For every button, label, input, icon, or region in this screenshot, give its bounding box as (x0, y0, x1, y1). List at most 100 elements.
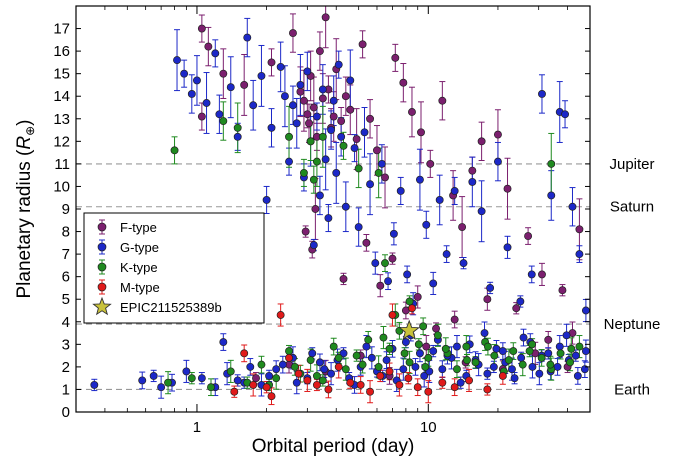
point-m-type (262, 383, 271, 392)
y-axis-label-symbol: R (14, 136, 35, 150)
point-m-type (395, 380, 404, 389)
point-g-type (517, 353, 526, 362)
point-f-type (204, 42, 213, 51)
y-tick-label: 14 (53, 88, 70, 105)
point-g-type (573, 371, 582, 380)
point-k-type (381, 259, 389, 268)
point-m-type (404, 374, 413, 383)
point-k-type (170, 146, 179, 155)
legend-label: EPIC211525389b (120, 300, 222, 315)
point-g-type (182, 367, 191, 376)
point-m-type (240, 349, 249, 358)
point-f-type (432, 324, 440, 333)
x-tick-label: 1 (193, 419, 201, 436)
point-f-type (301, 227, 310, 236)
point-g-type (547, 191, 556, 200)
point-g-type (180, 69, 189, 78)
point-f-type (493, 130, 502, 139)
point-k-type (312, 157, 321, 166)
point-g-type (219, 338, 228, 347)
point-k-type (318, 132, 327, 141)
point-g-type (435, 196, 444, 204)
point-k-type (385, 344, 394, 353)
point-k-type (471, 358, 480, 367)
point-m-type (334, 362, 343, 371)
point-g-type (341, 202, 350, 211)
point-g-type (324, 214, 333, 222)
y-tick-label: 1 (62, 381, 70, 398)
point-g-type (327, 126, 336, 135)
point-f-type (305, 119, 313, 128)
point-g-type (438, 365, 447, 374)
point-f-type (544, 335, 553, 344)
point-g-type (187, 90, 196, 98)
point-g-type (265, 371, 274, 380)
point-g-type (477, 207, 486, 216)
point-g-type (243, 33, 252, 42)
point-g-type (420, 371, 429, 380)
point-g-type (262, 196, 271, 204)
point-m-type (376, 371, 385, 380)
reference-label-jupiter: Jupiter (609, 156, 654, 173)
y-tick-label: 10 (53, 178, 70, 195)
point-g-type (483, 369, 492, 378)
point-g-type (562, 331, 571, 340)
y-tick-label: 11 (54, 156, 70, 173)
point-m-type (424, 387, 433, 396)
y-tick-label: 16 (53, 43, 70, 60)
y-axis-label: Planetary radius (R⊕) (14, 119, 37, 298)
point-m-type (249, 380, 258, 389)
point-f-type (358, 40, 367, 49)
point-f-type (321, 13, 330, 22)
point-g-type (561, 110, 569, 119)
y-tick-label: 6 (62, 269, 70, 286)
point-g-type (575, 250, 584, 259)
point-m-type (312, 380, 321, 389)
point-k-type (547, 159, 556, 168)
point-k-type (405, 297, 414, 306)
point-g-type (215, 110, 224, 119)
point-f-type (426, 159, 435, 168)
point-g-type (292, 378, 301, 387)
point-k-type (306, 137, 315, 146)
point-f-type (575, 225, 584, 234)
point-g-type (377, 159, 386, 168)
point-f-type (468, 166, 477, 175)
point-g-type (498, 347, 507, 356)
point-k-type (433, 331, 442, 340)
point-f-type (524, 232, 533, 241)
point-g-type (422, 220, 431, 229)
point-k-type (463, 356, 471, 365)
point-k-type (233, 123, 242, 132)
point-g-type (233, 376, 242, 385)
point-f-type (458, 223, 467, 231)
point-m-type (324, 385, 333, 394)
point-f-type (373, 146, 381, 155)
point-g-type (308, 349, 317, 358)
point-g-type (202, 99, 211, 107)
point-g-type (382, 356, 391, 365)
point-k-type (421, 362, 430, 371)
y-tick-label: 8 (62, 224, 70, 241)
y-tick-label: 9 (62, 201, 70, 218)
point-g-type (315, 358, 324, 367)
point-k-type (566, 358, 575, 367)
legend-label: K-type (120, 260, 158, 275)
point-k-type (441, 344, 450, 353)
point-f-type (381, 173, 389, 182)
point-g-type (450, 187, 459, 195)
point-f-type (413, 293, 422, 301)
point-f-type (197, 112, 206, 121)
point-f-type (267, 58, 276, 67)
point-g-type (399, 365, 408, 374)
point-g-type (360, 128, 369, 137)
point-g-type (528, 362, 537, 371)
point-k-type (528, 340, 537, 349)
point-g-type (267, 123, 276, 132)
point-m-type (276, 311, 285, 319)
y-tick-label: 13 (53, 111, 70, 128)
point-k-type (537, 353, 546, 362)
point-g-type (303, 67, 312, 76)
point-g-type (429, 279, 438, 288)
point-g-type (555, 342, 564, 351)
